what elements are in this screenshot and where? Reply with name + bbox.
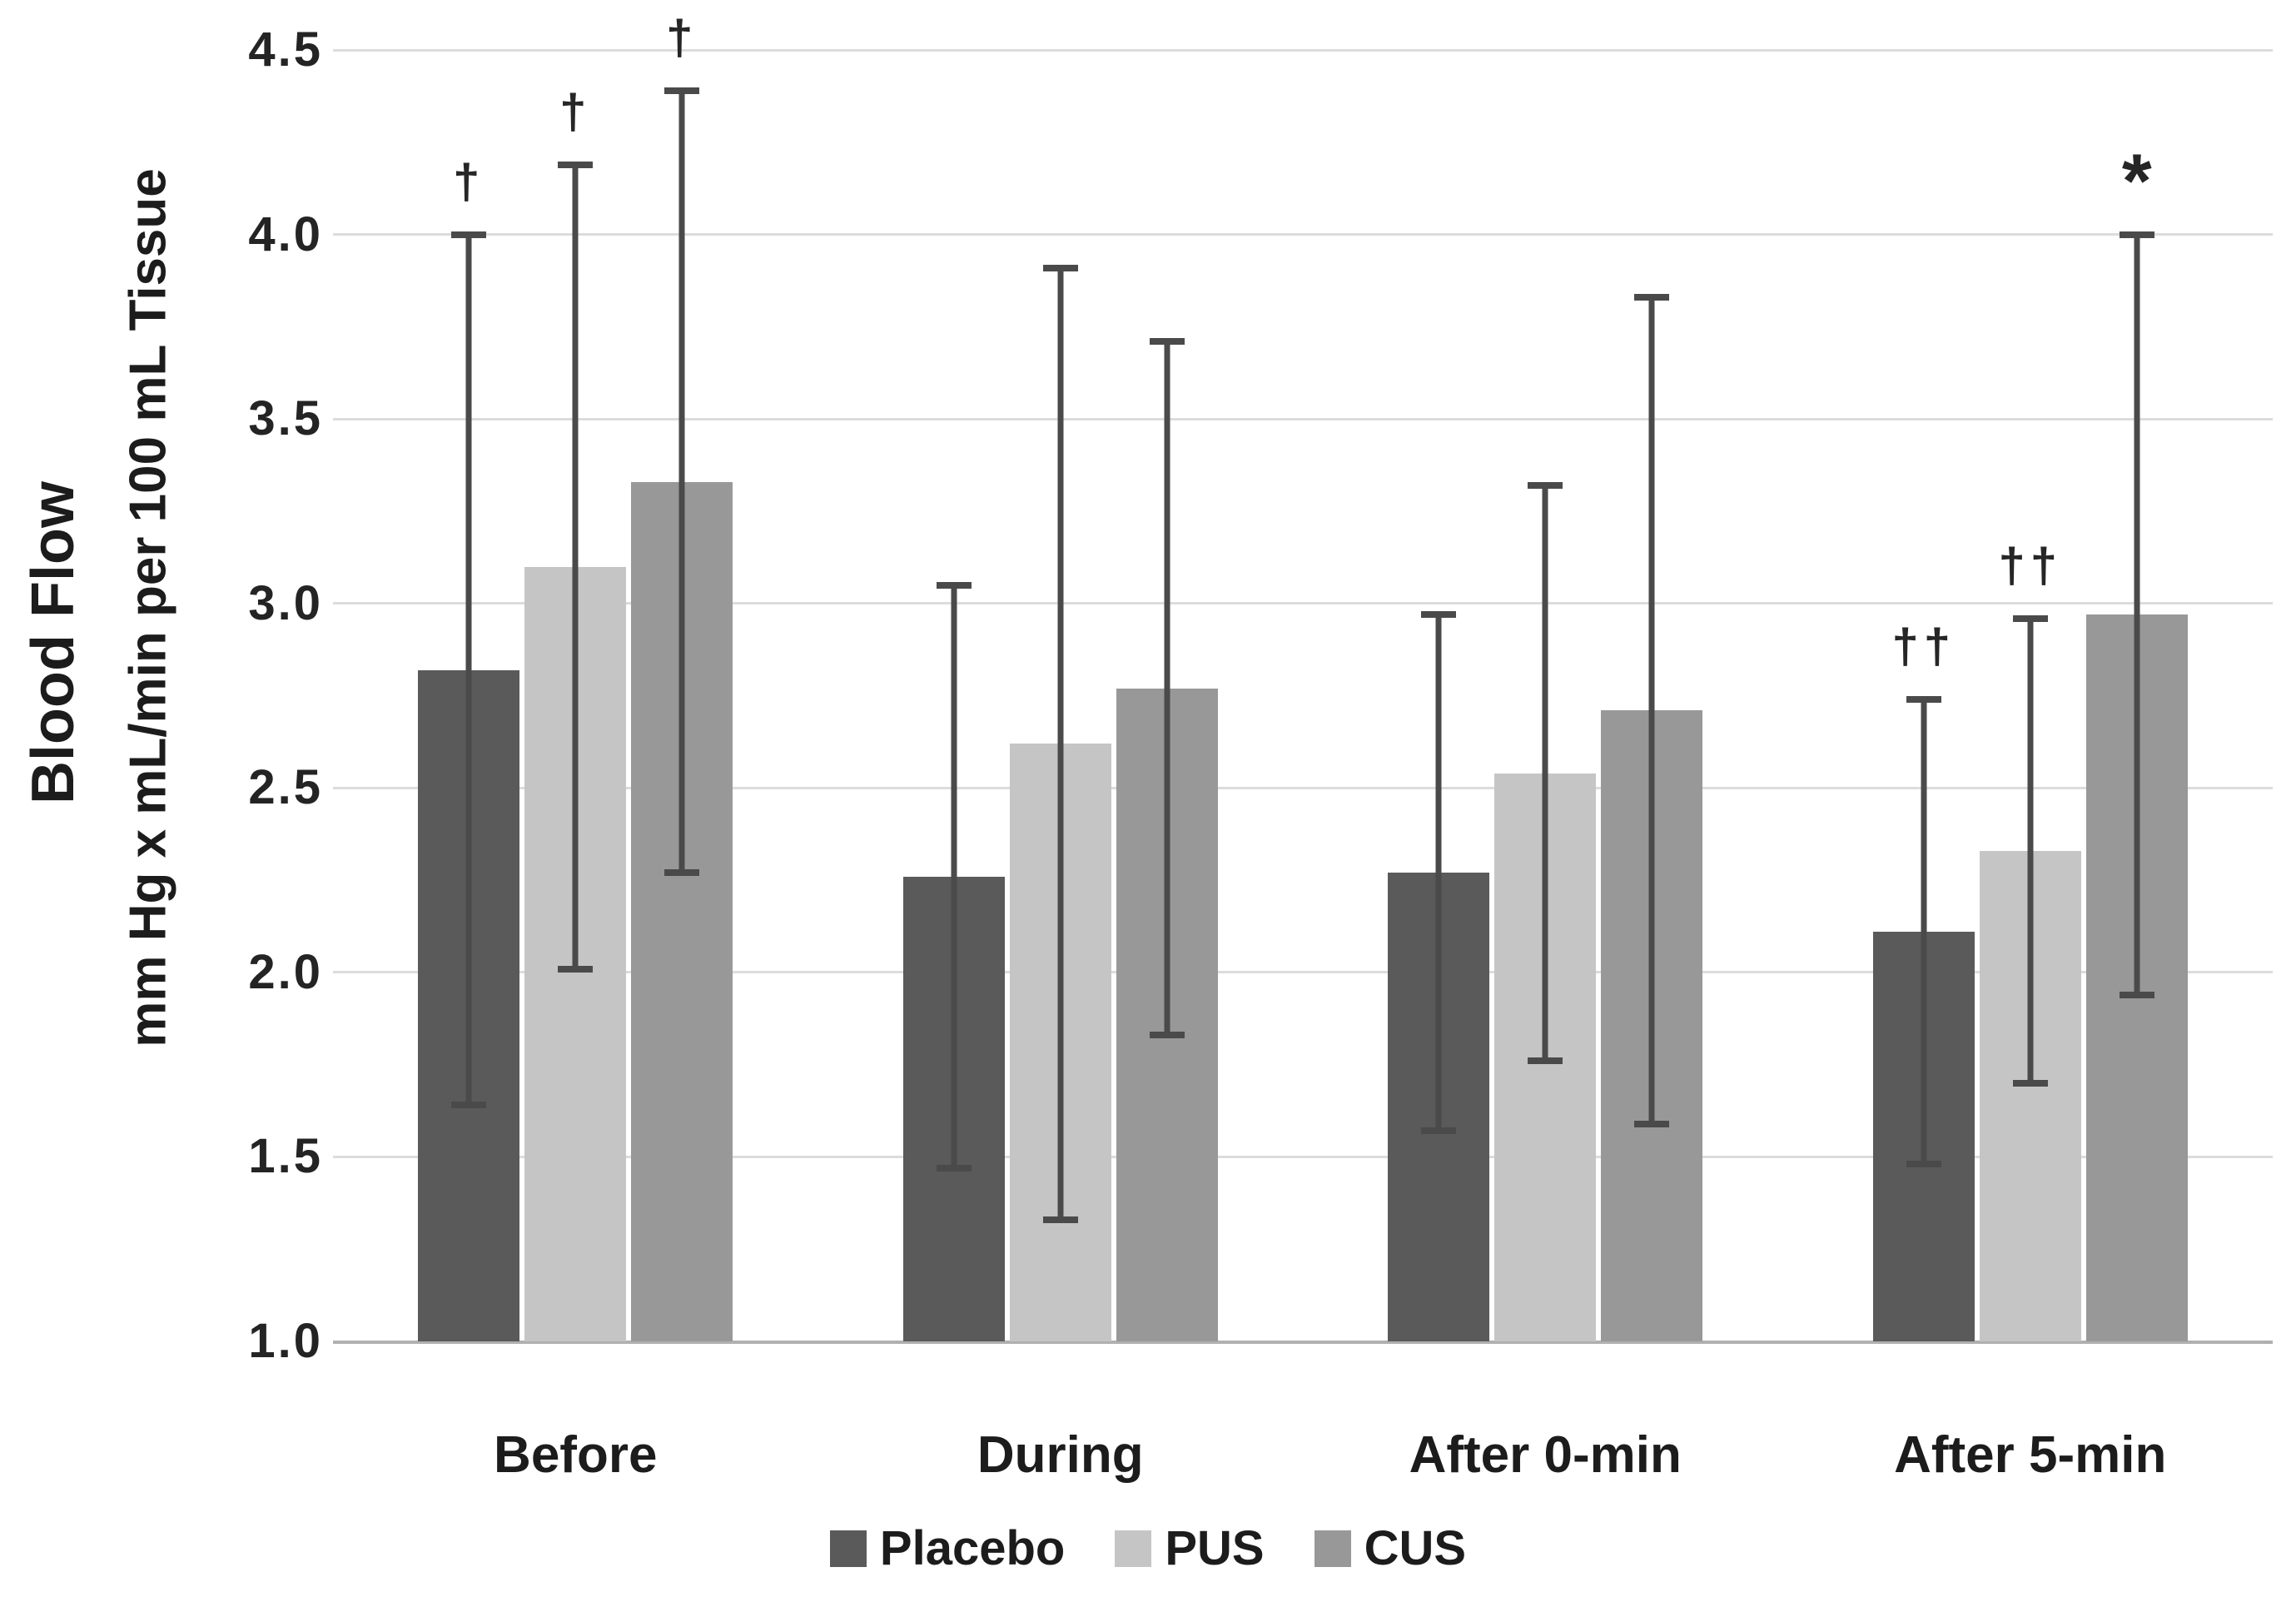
x-category-label-after-5-min: After 5-min (1894, 1426, 2167, 1484)
error-bar-pus-after-5-min (2027, 618, 2034, 1083)
error-bar-pus-after-0-min (1542, 485, 1548, 1062)
legend-swatch-cus (1314, 1530, 1351, 1567)
x-category-label-during: During (977, 1426, 1144, 1484)
error-bar-lower-cap-placebo-during (936, 1164, 972, 1172)
legend: Placebo PUS CUS (0, 1520, 2296, 1576)
plot-area: † † † †† †† * (333, 11, 2273, 1344)
gridline-3.0 (333, 602, 2273, 605)
error-bar-lower-cap-placebo-after-5-min (1906, 1161, 1941, 1168)
y-axis-tick-labels: 4.5 4.0 3.5 3.0 2.5 2.0 1.5 1.0 (0, 0, 323, 1597)
error-bar-pus-during (1057, 267, 1064, 1220)
gridline-3.5 (333, 417, 2273, 420)
significance-marker-placebo-after-5-min: †† (1891, 619, 1956, 674)
gridline-1.0 (333, 1340, 2273, 1344)
legend-item-pus: PUS (1115, 1520, 1265, 1576)
significance-marker-placebo-before: † (453, 154, 485, 209)
gridline-2.0 (333, 971, 2273, 974)
error-bar-upper-cap-placebo-after-0-min (1421, 611, 1457, 619)
error-bar-upper-cap-pus-during (1042, 264, 1078, 271)
y-tick-label-4.5: 4.5 (248, 22, 323, 77)
legend-item-placebo: Placebo (829, 1520, 1066, 1576)
x-category-label-after-0-min: After 0-min (1409, 1426, 1682, 1484)
error-bar-upper-cap-cus-after-5-min (2119, 231, 2154, 238)
error-bar-lower-cap-pus-during (1042, 1216, 1078, 1223)
error-bar-upper-cap-placebo-after-5-min (1906, 696, 1941, 704)
legend-label-cus: CUS (1364, 1521, 1467, 1575)
error-bar-cus-after-0-min (1648, 297, 1655, 1124)
error-bar-placebo-after-5-min (1921, 699, 1927, 1165)
legend-swatch-pus (1115, 1530, 1152, 1567)
y-tick-label-3.5: 3.5 (248, 391, 323, 446)
gridline-4.5 (333, 48, 2273, 52)
y-tick-label-2.0: 2.0 (248, 944, 323, 999)
y-tick-label-2.5: 2.5 (248, 760, 323, 815)
y-tick-label-3.0: 3.0 (248, 575, 323, 630)
error-bar-pus-before (572, 164, 579, 969)
significance-marker-cus-after-5-min: * (2121, 138, 2152, 224)
gridline-1.5 (333, 1155, 2273, 1158)
error-bar-upper-cap-cus-before (664, 87, 700, 95)
error-bar-placebo-before (465, 234, 472, 1106)
error-bar-placebo-after-0-min (1435, 614, 1442, 1132)
error-bar-placebo-during (951, 585, 957, 1168)
legend-swatch-placebo (829, 1530, 867, 1567)
error-bar-lower-cap-placebo-after-0-min (1421, 1127, 1457, 1135)
error-bar-upper-cap-pus-before (558, 161, 594, 168)
gridline-4.0 (333, 233, 2273, 236)
error-bar-cus-after-5-min (2134, 234, 2140, 995)
error-bar-lower-cap-cus-before (664, 869, 700, 877)
error-bar-lower-cap-placebo-before (451, 1102, 487, 1109)
error-bar-cus-during (1164, 341, 1170, 1036)
y-tick-label-1.5: 1.5 (248, 1129, 323, 1184)
error-bar-upper-cap-cus-during (1149, 338, 1185, 346)
legend-item-cus: CUS (1314, 1520, 1466, 1576)
error-bar-upper-cap-pus-after-0-min (1528, 482, 1563, 490)
legend-label-pus: PUS (1165, 1521, 1265, 1575)
error-bar-lower-cap-pus-after-5-min (2012, 1079, 2048, 1087)
error-bar-lower-cap-cus-during (1149, 1032, 1185, 1039)
y-tick-label-1.0: 1.0 (248, 1314, 323, 1368)
significance-marker-pus-before: † (559, 84, 592, 139)
error-bar-cus-before (678, 91, 685, 873)
gridline-2.5 (333, 786, 2273, 789)
error-bar-upper-cap-placebo-before (451, 231, 487, 238)
legend-label-placebo: Placebo (879, 1521, 1066, 1575)
y-tick-label-4.0: 4.0 (248, 206, 323, 261)
error-bar-lower-cap-pus-before (558, 965, 594, 973)
significance-marker-cus-before: † (666, 11, 698, 66)
x-category-label-before: Before (494, 1426, 658, 1484)
error-bar-upper-cap-cus-after-0-min (1634, 294, 1670, 301)
error-bar-upper-cap-pus-after-5-min (2012, 614, 2048, 622)
significance-marker-pus-after-5-min: †† (1998, 538, 2063, 593)
error-bar-lower-cap-pus-after-0-min (1528, 1057, 1563, 1065)
error-bar-lower-cap-cus-after-0-min (1634, 1120, 1670, 1127)
error-bar-upper-cap-placebo-during (936, 581, 972, 589)
error-bar-lower-cap-cus-after-5-min (2119, 991, 2154, 998)
